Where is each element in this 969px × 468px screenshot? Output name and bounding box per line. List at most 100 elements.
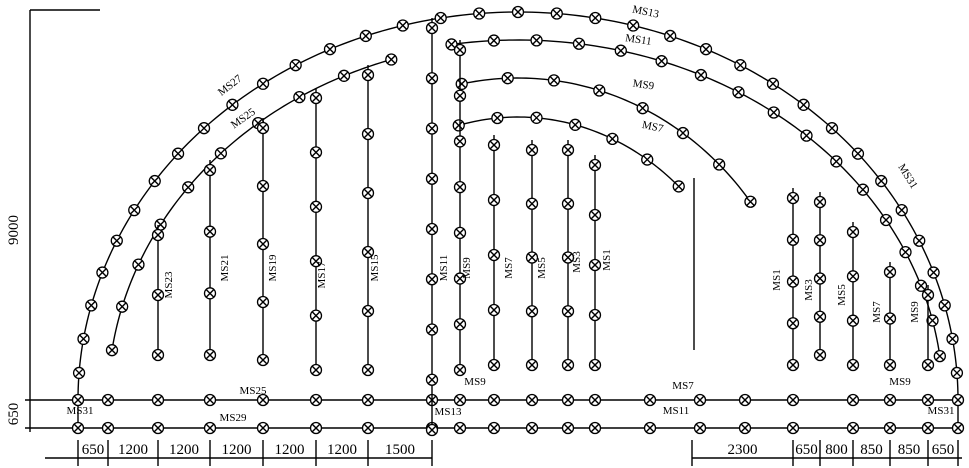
anchor-marker xyxy=(116,300,129,313)
marker-cross xyxy=(253,118,263,128)
marker-cross xyxy=(474,9,484,19)
dim-label: 650 xyxy=(82,442,105,458)
marker-cross xyxy=(294,92,304,102)
marker-cross xyxy=(489,250,499,260)
anchor-marker xyxy=(151,421,165,435)
marker-cross xyxy=(827,123,837,133)
line-label: MS23 xyxy=(163,271,175,298)
marker-cross xyxy=(455,274,465,284)
anchor-marker xyxy=(550,7,563,20)
marker-cross xyxy=(590,395,600,405)
anchor-marker xyxy=(883,421,897,435)
marker-cross xyxy=(133,260,143,270)
anchor-marker xyxy=(588,208,602,222)
anchor-marker xyxy=(606,132,619,146)
marker-cross xyxy=(398,21,408,31)
anchor-marker xyxy=(455,77,468,91)
anchor-marker xyxy=(561,305,575,318)
marker-cross xyxy=(78,334,88,344)
marker-cross xyxy=(645,395,655,405)
anchor-marker xyxy=(182,181,195,194)
marker-cross xyxy=(489,195,499,205)
marker-cross xyxy=(563,395,573,405)
marker-cross xyxy=(492,113,502,123)
anchor-marker xyxy=(132,258,145,271)
marker-cross xyxy=(199,123,209,133)
marker-cross xyxy=(590,210,600,220)
anchor-marker xyxy=(883,265,897,279)
marker-cross xyxy=(339,71,349,81)
anchor-marker xyxy=(927,266,940,279)
anchor-marker xyxy=(561,251,575,264)
anchor-marker xyxy=(588,421,602,435)
anchor-marker xyxy=(636,102,649,115)
anchor-marker xyxy=(846,270,860,283)
anchor-marker xyxy=(588,393,602,407)
dim-height: 9000 xyxy=(6,215,22,245)
anchor-marker xyxy=(589,11,602,25)
anchor-marker xyxy=(813,195,827,209)
marker-cross xyxy=(848,227,858,237)
anchor-marker xyxy=(256,393,270,407)
anchor-marker xyxy=(951,421,965,435)
marker-cross xyxy=(311,202,321,212)
anchor-marker xyxy=(128,204,141,217)
line-label: MS27 xyxy=(216,72,245,98)
dim-label: 1200 xyxy=(118,442,148,458)
marker-cross xyxy=(489,360,499,370)
anchor-marker xyxy=(946,332,959,346)
marker-cross xyxy=(427,425,437,435)
marker-cross xyxy=(674,181,684,191)
marker-cross xyxy=(594,85,604,95)
marker-cross xyxy=(769,107,779,117)
anchor-marker xyxy=(453,226,467,240)
marker-cross xyxy=(590,360,600,370)
marker-cross xyxy=(489,140,499,150)
anchor-marker xyxy=(105,344,119,357)
marker-cross xyxy=(527,306,537,316)
marker-cross xyxy=(940,300,950,310)
marker-cross xyxy=(107,345,117,355)
line-label: MS11 xyxy=(624,32,652,48)
marker-cross xyxy=(427,73,437,83)
line-label: MS1 xyxy=(601,249,613,270)
anchor-marker xyxy=(425,423,439,437)
anchor-marker xyxy=(453,180,467,194)
marker-cross xyxy=(678,128,688,138)
dim-label: 1200 xyxy=(327,442,357,458)
marker-cross xyxy=(740,423,750,433)
dim-label: 1200 xyxy=(169,442,199,458)
anchor-marker xyxy=(561,197,575,210)
anchor-marker xyxy=(434,11,447,25)
anchor-marker xyxy=(425,172,439,185)
anchor-marker xyxy=(744,195,757,208)
marker-cross xyxy=(258,297,268,307)
anchor-marker xyxy=(309,309,323,322)
anchor-marker xyxy=(588,158,602,172)
anchor-marker xyxy=(501,72,514,85)
marker-cross xyxy=(112,236,122,246)
marker-cross xyxy=(150,176,160,186)
line-label: MS31 xyxy=(928,405,955,417)
anchor-marker xyxy=(643,393,657,407)
marker-cross xyxy=(183,182,193,192)
anchor-marker xyxy=(588,358,602,372)
line-label: MS13 xyxy=(631,3,660,20)
anchor-marker xyxy=(614,44,627,57)
marker-cross xyxy=(455,228,465,238)
anchor-marker xyxy=(487,248,501,262)
marker-cross xyxy=(885,423,895,433)
marker-cross xyxy=(258,239,268,249)
anchor-marker xyxy=(309,393,323,407)
anchor-marker xyxy=(713,158,726,171)
marker-cross xyxy=(799,100,809,110)
anchor-marker xyxy=(825,122,839,135)
anchor-marker xyxy=(797,98,810,111)
anchor-marker xyxy=(72,366,86,380)
dim-label: 2300 xyxy=(728,442,758,458)
anchor-marker xyxy=(425,273,439,286)
dim-label: 650 xyxy=(932,442,955,458)
marker-cross xyxy=(953,395,963,405)
anchor-marker xyxy=(883,312,897,325)
anchor-marker xyxy=(361,421,375,435)
